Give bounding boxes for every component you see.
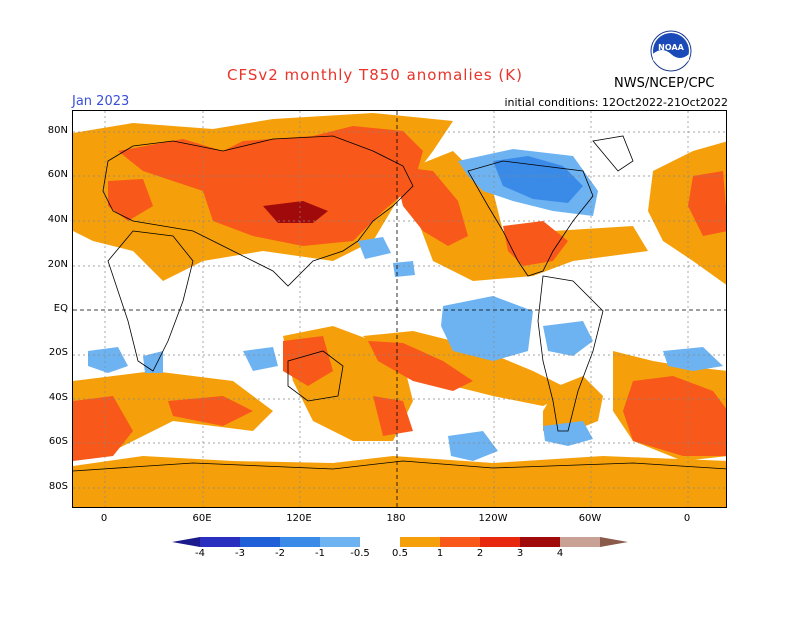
- lat-label: 60N: [47, 169, 68, 180]
- colorbar-label: 2: [476, 548, 484, 559]
- colorbar-arrow-left: [172, 537, 200, 547]
- colorbar-segment: [480, 537, 520, 547]
- colorbar-segment: [240, 537, 280, 547]
- anomaly-layer-warm-2: [263, 201, 328, 223]
- anomaly-layer-warm-1: [73, 126, 726, 461]
- lat-label: 40N: [47, 214, 68, 225]
- coastlines: [73, 135, 726, 472]
- colorbar: [172, 537, 628, 547]
- colorbar-segment: [280, 537, 320, 547]
- lon-label: 0: [100, 513, 108, 524]
- colorbar-segment: [560, 537, 600, 547]
- lat-label: 20N: [47, 259, 68, 270]
- colorbar-segment: [520, 537, 560, 547]
- colorbar-label: -4: [195, 548, 205, 559]
- lon-label: 120E: [286, 513, 312, 524]
- lat-label: 80N: [47, 125, 68, 136]
- logo-text: NOAA: [658, 43, 684, 52]
- equator-dateline: [73, 111, 726, 507]
- lat-label: 40S: [48, 392, 68, 403]
- initial-conditions-label: initial conditions: 12Oct2022-21Oct2022: [504, 96, 728, 109]
- noaa-logo-icon: NOAA: [650, 30, 692, 72]
- organization-label: NWS/NCEP/CPC: [614, 76, 715, 91]
- colorbar-label: 4: [556, 548, 564, 559]
- colorbar-label: -0.5: [350, 548, 370, 559]
- colorbar-label: 1: [436, 548, 444, 559]
- colorbar-label: -2: [275, 548, 285, 559]
- colorbar-label: 0.5: [392, 548, 408, 559]
- colorbar-segment: [200, 537, 240, 547]
- colorbar-segment: [400, 537, 440, 547]
- anomaly-layer-cool-1: [493, 156, 583, 203]
- colorbar-segment: [360, 537, 400, 547]
- map-canvas: [73, 111, 726, 507]
- colorbar-label: -1: [315, 548, 325, 559]
- colorbar-arrow-right: [600, 537, 628, 547]
- colorbar-segment: [320, 537, 360, 547]
- lat-label: 80S: [48, 481, 68, 492]
- lon-label: 60E: [192, 513, 212, 524]
- lon-label: 60W: [578, 513, 602, 524]
- colorbar-segment: [440, 537, 480, 547]
- lon-label: 180: [386, 513, 406, 524]
- lon-label: 0: [683, 513, 691, 524]
- lat-lon-grid: [73, 111, 726, 507]
- colorbar-label: -3: [235, 548, 245, 559]
- anomaly-map: [72, 110, 727, 508]
- map-title: CFSv2 monthly T850 anomalies (K): [227, 66, 523, 84]
- lat-label: 20S: [48, 347, 68, 358]
- lat-label: 60S: [48, 436, 68, 447]
- lon-label: 120W: [478, 513, 508, 524]
- colorbar-label: 3: [516, 548, 524, 559]
- month-label: Jan 2023: [72, 94, 130, 109]
- lat-label: EQ: [53, 303, 68, 314]
